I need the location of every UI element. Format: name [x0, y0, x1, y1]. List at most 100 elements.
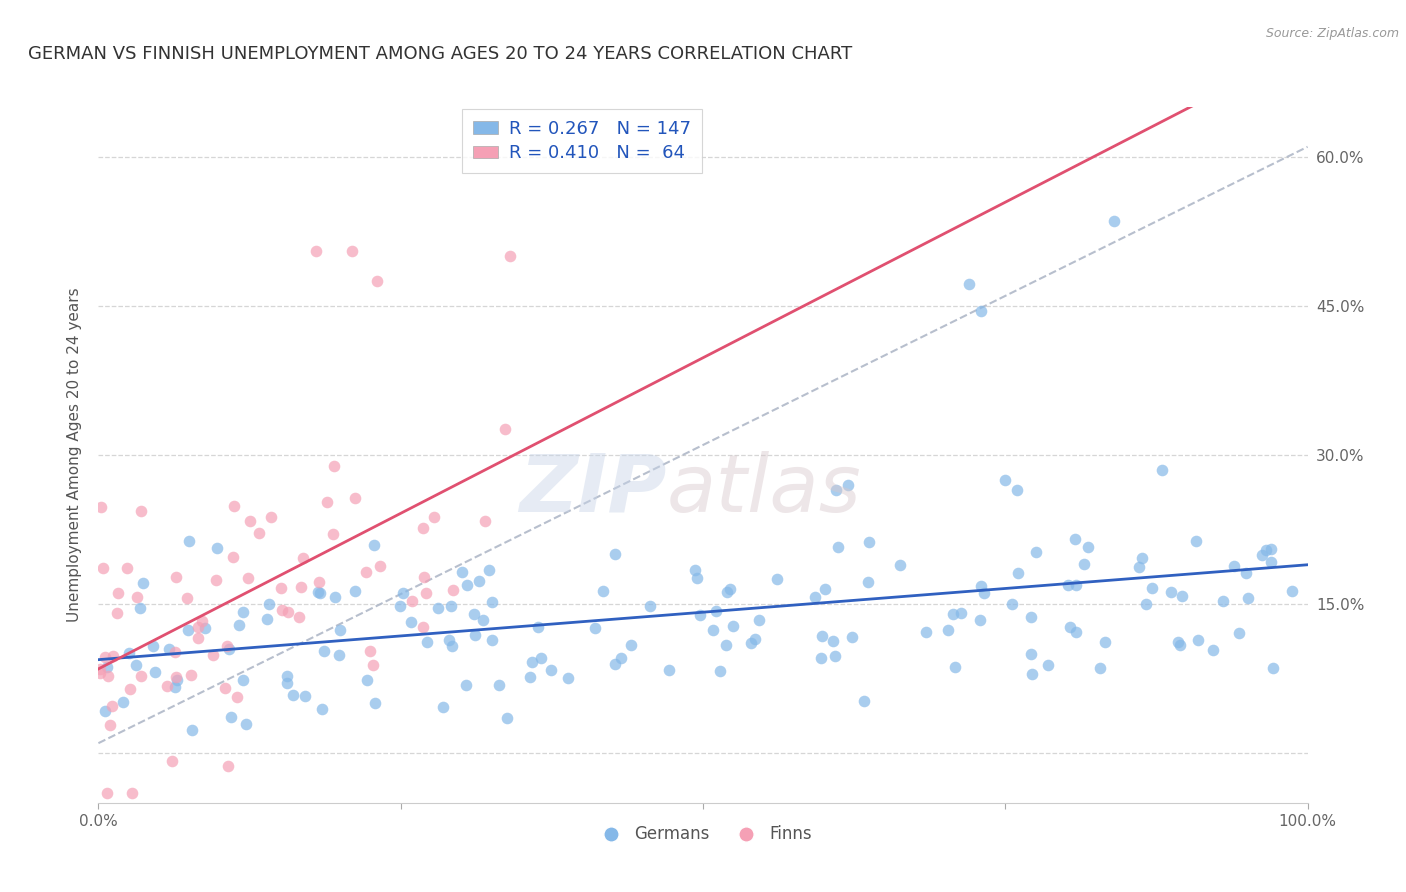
Point [271, 603, 294, 617]
Point [1260, 542, 1282, 557]
Point [994, 473, 1017, 487]
Point [821, 633, 844, 648]
Point [325, 591, 347, 605]
Point [1007, 566, 1029, 580]
Point [222, 550, 245, 565]
Point [530, 650, 553, 665]
Point [720, 582, 742, 597]
Point [415, 586, 437, 600]
Point [100, 718, 122, 732]
Point [495, 711, 517, 725]
Point [1064, 578, 1087, 592]
Point [131, 504, 153, 518]
Point [217, 640, 239, 654]
Point [232, 673, 254, 687]
Point [1140, 581, 1163, 595]
Point [1212, 594, 1234, 608]
Point [166, 673, 188, 687]
Point [121, 786, 143, 800]
Point [1281, 583, 1303, 598]
Y-axis label: Unemployment Among Ages 20 to 24 years: Unemployment Among Ages 20 to 24 years [66, 287, 82, 623]
Point [603, 547, 626, 561]
Point [481, 633, 503, 648]
Point [364, 696, 387, 710]
Point [232, 606, 254, 620]
Point [1171, 589, 1194, 603]
Point [686, 571, 709, 585]
Point [1251, 548, 1274, 562]
Point [388, 599, 411, 613]
Point [1254, 543, 1277, 558]
Point [1102, 214, 1125, 228]
Point [356, 673, 378, 688]
Point [125, 658, 148, 673]
Point [721, 619, 744, 633]
Point [685, 563, 707, 577]
Point [129, 601, 152, 615]
Point [441, 582, 464, 597]
Point [1260, 555, 1282, 569]
Point [156, 679, 179, 693]
Point [811, 629, 834, 643]
Point [201, 648, 224, 662]
Point [247, 526, 270, 541]
Point [620, 638, 643, 652]
Point [191, 614, 214, 628]
Point [451, 566, 474, 580]
Point [177, 533, 200, 548]
Point [194, 621, 217, 635]
Point [323, 459, 346, 474]
Point [740, 636, 762, 650]
Point [118, 646, 141, 660]
Point [214, 681, 236, 695]
Point [527, 620, 550, 634]
Point [494, 422, 516, 436]
Point [1025, 544, 1047, 558]
Point [366, 274, 388, 288]
Point [520, 655, 543, 669]
Point [440, 640, 463, 654]
Point [342, 244, 364, 259]
Point [592, 583, 614, 598]
Point [714, 638, 737, 652]
Point [814, 582, 837, 597]
Point [107, 586, 129, 600]
Point [540, 663, 562, 677]
Point [1130, 550, 1153, 565]
Point [716, 585, 738, 599]
Point [129, 669, 152, 683]
Point [942, 607, 965, 621]
Point [157, 642, 180, 657]
Point [401, 615, 423, 629]
Point [949, 606, 972, 620]
Point [276, 675, 298, 690]
Point [1007, 483, 1029, 497]
Point [322, 526, 344, 541]
Point [165, 680, 187, 694]
Point [291, 551, 314, 566]
Point [101, 699, 124, 714]
Point [89, 666, 111, 681]
Point [557, 672, 579, 686]
Point [474, 514, 496, 528]
Point [837, 477, 859, 491]
Point [969, 614, 991, 628]
Point [94, 649, 117, 664]
Point [1135, 598, 1157, 612]
Text: GERMAN VS FINNISH UNEMPLOYMENT AMONG AGES 20 TO 24 YEARS CORRELATION CHART: GERMAN VS FINNISH UNEMPLOYMENT AMONG AGE… [28, 45, 852, 62]
Point [427, 601, 450, 615]
Point [969, 579, 991, 593]
Point [412, 620, 434, 634]
Point [127, 590, 149, 604]
Point [235, 717, 257, 731]
Point [824, 648, 846, 663]
Point [1234, 566, 1257, 580]
Point [217, 759, 239, 773]
Point [766, 572, 789, 586]
Point [467, 574, 489, 588]
Point [1223, 558, 1246, 573]
Point [177, 623, 200, 637]
Point [1021, 667, 1043, 681]
Point [1185, 534, 1208, 549]
Point [437, 632, 460, 647]
